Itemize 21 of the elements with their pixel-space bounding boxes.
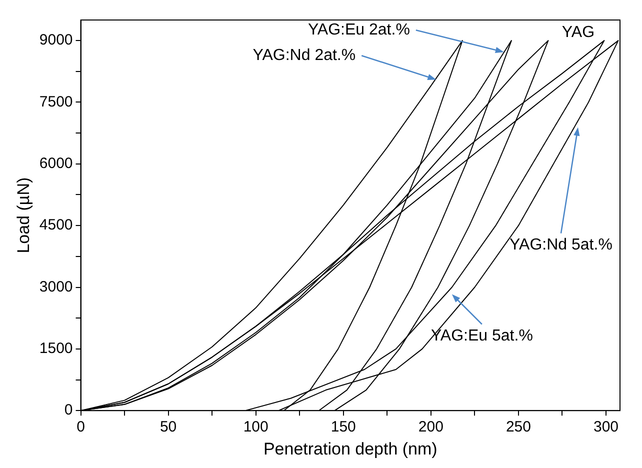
y-tick-label: 4500 bbox=[39, 216, 73, 234]
x-axis-title: Penetration depth (nm) bbox=[263, 439, 438, 458]
x-tick-label: 150 bbox=[330, 418, 356, 436]
x-tick-label: 200 bbox=[418, 418, 444, 436]
y-tick-label: 7500 bbox=[39, 93, 73, 110]
x-tick-label: 300 bbox=[593, 418, 619, 436]
x-tick-label: 100 bbox=[243, 418, 268, 436]
annotation: YAG:Nd 5at.% bbox=[510, 236, 612, 254]
annotation: YAG:Nd 2at.% bbox=[252, 47, 356, 64]
annotation: YAG:Eu 5at.% bbox=[430, 328, 533, 345]
x-tick-label: 50 bbox=[160, 418, 177, 436]
y-tick-label: 1500 bbox=[39, 340, 73, 358]
x-tick-label: 250 bbox=[506, 418, 531, 436]
annotation: YAG:Eu 2at.% bbox=[308, 21, 410, 38]
annotation: YAG bbox=[562, 24, 595, 41]
y-axis-title: Load (µN) bbox=[14, 177, 33, 254]
y-tick-label: 9000 bbox=[39, 32, 73, 49]
y-tick-label: 6000 bbox=[39, 155, 73, 172]
y-tick-label: 3000 bbox=[39, 278, 73, 296]
x-tick-label: 0 bbox=[76, 418, 85, 436]
y-tick-label: 0 bbox=[64, 402, 73, 419]
